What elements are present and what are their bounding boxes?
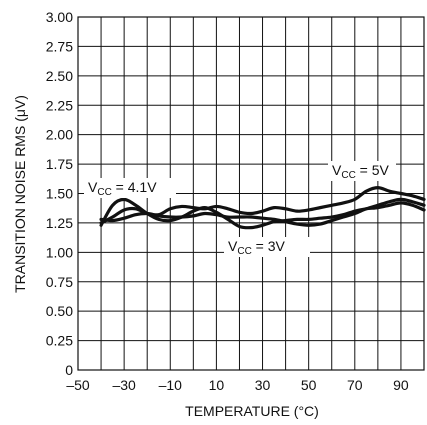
x-tick-labels: –50 –30 –10 10 30 50 70 90 [66,377,409,393]
x-tick-label: –10 [159,377,183,393]
y-tick-labels: 0 0.25 0.50 0.75 1.00 1.25 1.50 1.75 2.00 2.25 2.5… [46,9,73,378]
y-tick-label: 1.00 [46,244,73,260]
y-tick-label: 0 [65,362,73,378]
y-tick-label: 2.75 [46,38,73,54]
y-tick-label: 2.00 [46,127,73,143]
series-label-vcc-5v: VCC = 5V [332,162,390,181]
y-tick-label: 2.25 [46,97,73,113]
x-tick-label: –30 [112,377,136,393]
y-tick-label: 3.00 [46,9,73,25]
y-tick-label: 0.50 [46,303,73,319]
y-tick-label: 0.25 [46,333,73,349]
series-label-vcc-5v-background [328,161,396,181]
y-tick-label: 1.50 [46,186,73,202]
x-tick-label: 30 [255,377,271,393]
series-label-vcc-4-1v-background [84,178,176,198]
series-label-vcc-3v-background [224,237,310,257]
x-tick-label: 10 [209,377,225,393]
x-tick-label: 50 [301,377,317,393]
y-tick-label: 0.75 [46,274,73,290]
x-tick-label: 90 [393,377,409,393]
x-tick-label: –50 [66,377,90,393]
y-axis-title: TRANSITION NOISE RMS (μV) [12,95,28,293]
series-labels: VCC = 4.1V VCC = 5V VCC = 3V [84,161,396,257]
x-axis-title: TEMPERATURE (°C) [185,403,319,419]
series-line-vcc-3v [99,197,426,227]
y-tick-label: 2.50 [46,68,73,84]
y-tick-label: 1.25 [46,215,73,231]
series-label-vcc-4-1v: VCC = 4.1V [88,179,157,198]
series-label-vcc-3v: VCC = 3V [228,238,286,257]
x-tick-label: 70 [347,377,363,393]
y-tick-label: 1.75 [46,156,73,172]
plot-frame [77,16,425,371]
series-curves [99,186,426,230]
